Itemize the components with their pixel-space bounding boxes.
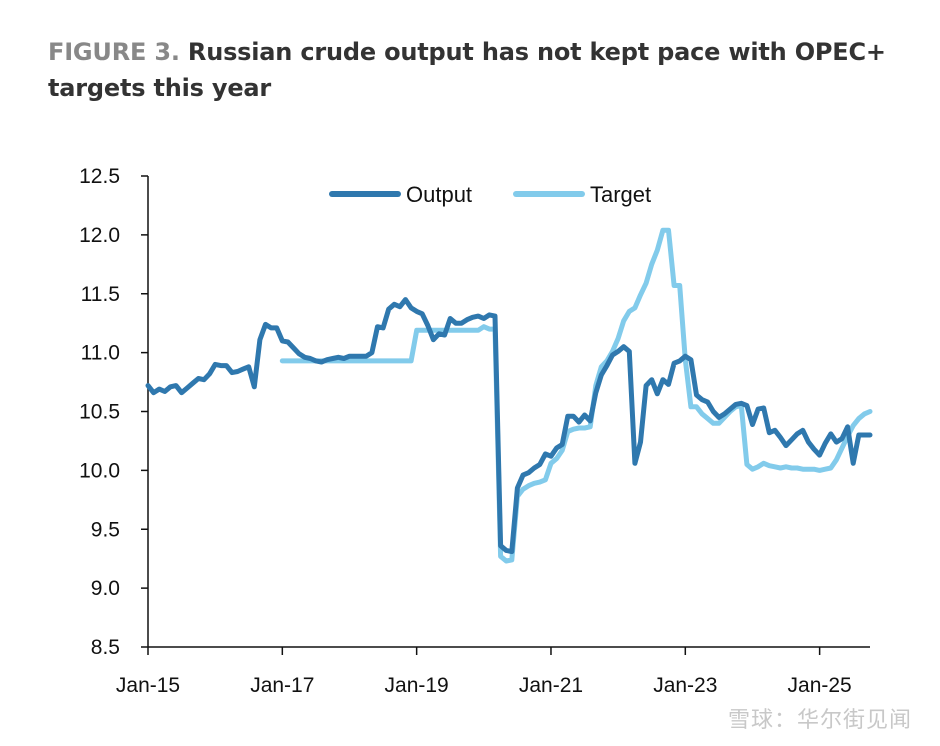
- x-tick-label: Jan-17: [250, 674, 314, 697]
- figure-label: FIGURE 3.: [48, 38, 180, 66]
- y-axis: 12.5 12.0 11.5 11.0 10.5 10.0 9.5 9.0 8.5: [79, 165, 149, 659]
- x-tick-label: Jan-25: [788, 674, 852, 697]
- x-tick-label: Jan-19: [385, 674, 449, 697]
- y-tick-label: 11.5: [81, 283, 120, 306]
- y-tick-label: 9.0: [91, 577, 120, 600]
- figure-title: FIGURE 3. Russian crude output has not k…: [48, 34, 928, 106]
- figure-title-text: Russian crude output has not kept pace w…: [48, 38, 886, 102]
- series-layer: [145, 227, 873, 564]
- y-tick-label: 10.0: [79, 459, 120, 482]
- x-axis: Jan-15 Jan-17 Jan-19 Jan-21 Jan-23 Jan-25: [116, 646, 870, 697]
- y-tick-label: 12.5: [79, 165, 120, 188]
- x-tick-label: Jan-15: [116, 674, 180, 697]
- y-tick-label: 8.5: [91, 636, 120, 659]
- watermark: 雪球：华尔街见闻: [727, 708, 912, 733]
- x-tick-label: Jan-21: [519, 674, 583, 697]
- x-tick-label: Jan-23: [653, 674, 717, 697]
- y-tick-label: 9.5: [91, 518, 120, 541]
- y-tick-label: 11.0: [81, 342, 120, 365]
- legend-label-output: Output: [406, 182, 472, 207]
- y-tick-label: 12.0: [79, 224, 120, 247]
- series-line-target: [279, 227, 873, 564]
- legend-label-target: Target: [590, 182, 651, 207]
- y-tick-label: 10.5: [79, 401, 120, 424]
- legend: Output Target: [329, 182, 651, 207]
- series-line-output: [145, 297, 873, 555]
